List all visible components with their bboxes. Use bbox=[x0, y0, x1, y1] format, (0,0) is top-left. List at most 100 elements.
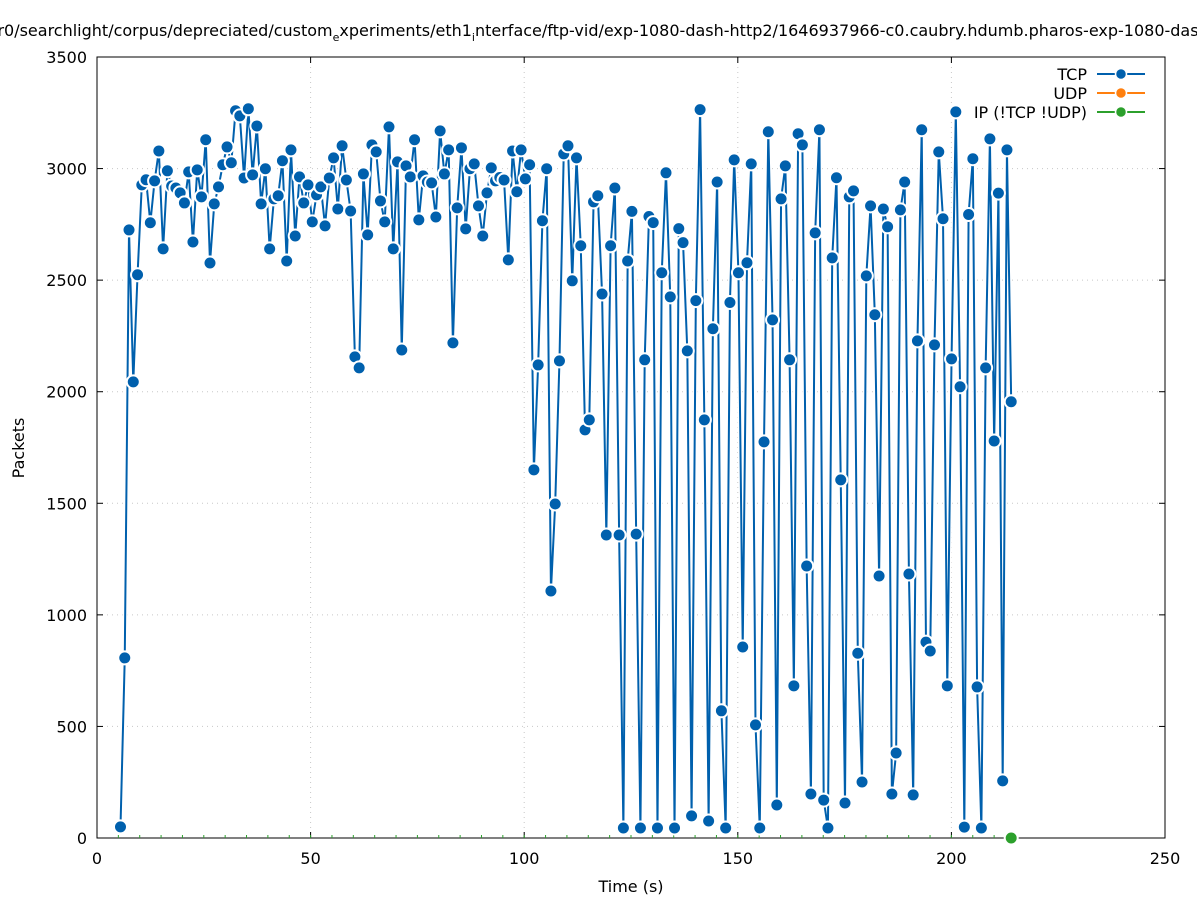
data-point bbox=[718, 820, 734, 836]
data-point bbox=[394, 342, 410, 358]
data-point bbox=[543, 583, 559, 599]
data-point bbox=[245, 167, 261, 183]
data-point bbox=[428, 209, 444, 225]
data-point bbox=[850, 645, 866, 661]
data-point bbox=[837, 795, 853, 811]
data-point bbox=[905, 787, 921, 803]
data-point bbox=[607, 180, 623, 196]
data-point bbox=[969, 679, 985, 695]
data-point bbox=[321, 170, 337, 186]
data-point bbox=[211, 179, 227, 195]
data-point bbox=[330, 201, 346, 217]
data-point bbox=[509, 184, 525, 200]
data-point bbox=[611, 527, 627, 543]
data-point bbox=[449, 200, 465, 216]
data-point bbox=[858, 268, 874, 284]
data-point bbox=[973, 820, 989, 836]
legend-marker bbox=[1114, 86, 1128, 100]
data-point bbox=[338, 172, 354, 188]
data-point bbox=[441, 142, 457, 158]
data-point bbox=[713, 703, 729, 719]
data-point bbox=[551, 353, 567, 369]
data-point bbox=[667, 820, 683, 836]
data-point bbox=[986, 433, 1002, 449]
data-point bbox=[279, 253, 295, 269]
data-point bbox=[658, 165, 674, 181]
data-point bbox=[326, 150, 342, 166]
data-point bbox=[513, 142, 529, 158]
data-point bbox=[811, 122, 827, 138]
data-point bbox=[202, 255, 218, 271]
data-point bbox=[274, 153, 290, 169]
data-point bbox=[701, 813, 717, 829]
y-tick-label: 0 bbox=[77, 829, 87, 848]
data-point bbox=[965, 151, 981, 167]
data-point bbox=[496, 172, 512, 188]
data-point bbox=[914, 122, 930, 138]
data-point bbox=[944, 351, 960, 367]
data-point bbox=[539, 161, 555, 177]
legend-marker bbox=[1114, 105, 1128, 119]
data-point bbox=[888, 745, 904, 761]
data-point bbox=[581, 412, 597, 428]
data-point bbox=[939, 678, 955, 694]
data-point bbox=[901, 566, 917, 582]
data-point bbox=[871, 568, 887, 584]
data-point bbox=[257, 161, 273, 177]
data-point bbox=[926, 337, 942, 353]
data-point bbox=[125, 374, 141, 390]
data-point bbox=[952, 379, 968, 395]
data-point bbox=[193, 189, 209, 205]
data-point bbox=[956, 819, 972, 835]
data-point bbox=[632, 820, 648, 836]
data-point bbox=[547, 496, 563, 512]
data-point bbox=[185, 234, 201, 250]
data-point bbox=[824, 250, 840, 266]
data-point bbox=[884, 786, 900, 802]
data-point bbox=[223, 155, 239, 171]
data-point bbox=[603, 238, 619, 254]
title-subscript: e bbox=[333, 31, 340, 44]
data-point bbox=[739, 255, 755, 271]
data-point bbox=[424, 175, 440, 191]
data-point bbox=[151, 143, 167, 159]
data-point bbox=[594, 286, 610, 302]
data-point bbox=[283, 142, 299, 158]
data-point bbox=[130, 267, 146, 283]
y-axis-label: Packets bbox=[9, 418, 28, 479]
data-point bbox=[240, 101, 256, 117]
data-point bbox=[569, 150, 585, 166]
data-point bbox=[807, 225, 823, 241]
data-point bbox=[684, 808, 700, 824]
data-point bbox=[752, 820, 768, 836]
data-point bbox=[999, 142, 1015, 158]
chart-title: r0/searchlight/corpus/depreciated/custom… bbox=[0, 21, 1197, 44]
data-point bbox=[628, 526, 644, 542]
data-point bbox=[343, 203, 359, 219]
data-point bbox=[112, 819, 128, 835]
data-point bbox=[360, 227, 376, 243]
legend-marker bbox=[1114, 67, 1128, 81]
data-point bbox=[262, 241, 278, 257]
data-point bbox=[159, 163, 175, 179]
data-point bbox=[833, 472, 849, 488]
data-point bbox=[880, 219, 896, 235]
y-tick-label: 1500 bbox=[46, 494, 87, 513]
data-point bbox=[351, 360, 367, 376]
data-point bbox=[381, 119, 397, 135]
data-point bbox=[662, 289, 678, 305]
x-tick-label: 100 bbox=[509, 849, 540, 868]
data-point bbox=[296, 195, 312, 211]
legend-label: TCP bbox=[1056, 65, 1087, 84]
data-point bbox=[990, 185, 1006, 201]
data-point bbox=[875, 201, 891, 217]
data-point bbox=[432, 123, 448, 139]
series-line-tcp bbox=[119, 107, 1013, 829]
data-point bbox=[645, 215, 661, 231]
data-point bbox=[453, 140, 469, 156]
data-point bbox=[147, 173, 163, 189]
y-tick-label: 1000 bbox=[46, 606, 87, 625]
data-point bbox=[773, 191, 789, 207]
data-point bbox=[402, 169, 418, 185]
data-point bbox=[931, 144, 947, 160]
